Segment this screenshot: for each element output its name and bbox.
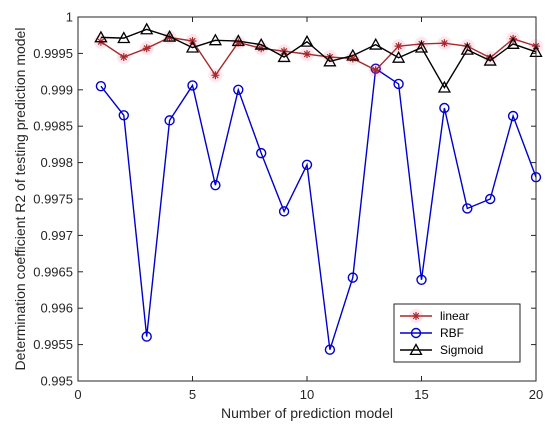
data-point-linear xyxy=(208,68,223,83)
data-point-rbf xyxy=(324,344,336,355)
data-point-sigmoid xyxy=(483,53,497,66)
data-point-sigmoid xyxy=(277,50,291,63)
y-tick-label: 0.9985 xyxy=(33,119,73,134)
data-point-sigmoid xyxy=(323,54,337,67)
y-tick-label: 0.9955 xyxy=(33,337,73,352)
data-point-rbf xyxy=(256,147,267,159)
series-sigmoid xyxy=(94,22,543,93)
data-point-rbf xyxy=(278,206,290,217)
data-point-linear xyxy=(139,41,154,56)
data-point-rbf xyxy=(141,331,152,342)
plot-frame xyxy=(77,16,537,382)
data-point-sigmoid xyxy=(414,40,429,53)
x-tick-label: 10 xyxy=(300,387,314,402)
legend-item-sigmoid: Sigmoid xyxy=(400,343,483,357)
series-line-rbf xyxy=(100,67,537,350)
ticks-layer: 0 5 10 15 20 0.995 0.9955 0.996 0.9965 0.997 0.997… xyxy=(33,10,543,403)
x-tick-label: 20 xyxy=(529,387,543,402)
data-point-rbf xyxy=(210,179,221,191)
y-tick-label: 0.995 xyxy=(40,374,73,389)
data-point-sigmoid xyxy=(369,37,383,50)
data-point-sigmoid xyxy=(162,29,177,42)
legend-marker xyxy=(409,309,423,323)
data-point-linear xyxy=(300,47,314,62)
x-tick-label: 15 xyxy=(414,387,428,402)
y-tick-label: 0.9995 xyxy=(33,46,73,61)
y-tick-label: 1 xyxy=(66,10,73,25)
data-point-sigmoid xyxy=(185,40,200,53)
data-point-sigmoid xyxy=(94,30,108,43)
x-tick-label: 5 xyxy=(189,387,196,402)
legend-label: Sigmoid xyxy=(440,343,483,357)
y-axis-label: Determination coefficient R2 of testing … xyxy=(12,28,28,371)
data-point-sigmoid xyxy=(140,22,154,35)
data-point-sigmoid xyxy=(391,50,406,63)
y-tick-label: 0.996 xyxy=(40,301,73,316)
data-point-linear xyxy=(116,50,131,65)
data-point-sigmoid xyxy=(231,34,245,47)
data-point-sigmoid xyxy=(437,80,452,93)
data-point-rbf xyxy=(118,110,130,121)
data-point-rbf xyxy=(462,203,473,214)
data-point-rbf xyxy=(233,84,244,96)
data-point-sigmoid xyxy=(300,34,314,47)
data-point-linear xyxy=(437,36,452,51)
y-tick-label: 0.999 xyxy=(40,82,73,97)
data-point-sigmoid xyxy=(208,33,223,46)
legend-label: RBF xyxy=(440,326,464,340)
data-point-linear xyxy=(391,39,406,54)
legend: linear RBF Sigmoid xyxy=(393,303,521,363)
data-point-rbf xyxy=(507,110,519,122)
series-rbf xyxy=(95,63,542,355)
data-point-rbf xyxy=(301,159,313,170)
legend-item-rbf: RBF xyxy=(400,326,464,340)
y-tick-label: 0.997 xyxy=(40,228,73,243)
data-point-sigmoid xyxy=(460,42,474,55)
data-point-rbf xyxy=(164,115,175,126)
data-point-rbf xyxy=(393,78,404,90)
data-point-rbf xyxy=(485,193,496,205)
series-layer xyxy=(93,22,543,355)
legend-marker xyxy=(409,343,423,356)
y-tick-label: 0.998 xyxy=(40,155,73,170)
data-point-rbf xyxy=(347,272,358,283)
data-point-sigmoid xyxy=(506,37,520,49)
legend-label: linear xyxy=(440,309,469,323)
legend-item-linear: linear xyxy=(400,309,469,323)
data-point-rbf xyxy=(187,80,198,91)
data-point-sigmoid xyxy=(117,31,131,44)
series-linear xyxy=(93,30,543,83)
data-point-sigmoid xyxy=(254,37,268,50)
data-point-rbf xyxy=(95,80,107,92)
data-point-rbf xyxy=(416,274,427,286)
data-point-rbf xyxy=(439,102,450,114)
y-tick-label: 0.9965 xyxy=(33,264,73,279)
data-point-linear xyxy=(368,63,383,78)
y-tick-label: 0.9975 xyxy=(33,192,73,207)
legend-marker xyxy=(410,327,422,339)
x-tick-label: 0 xyxy=(74,387,81,402)
data-point-sigmoid xyxy=(346,48,360,61)
x-axis-label: Number of prediction model xyxy=(221,405,393,421)
